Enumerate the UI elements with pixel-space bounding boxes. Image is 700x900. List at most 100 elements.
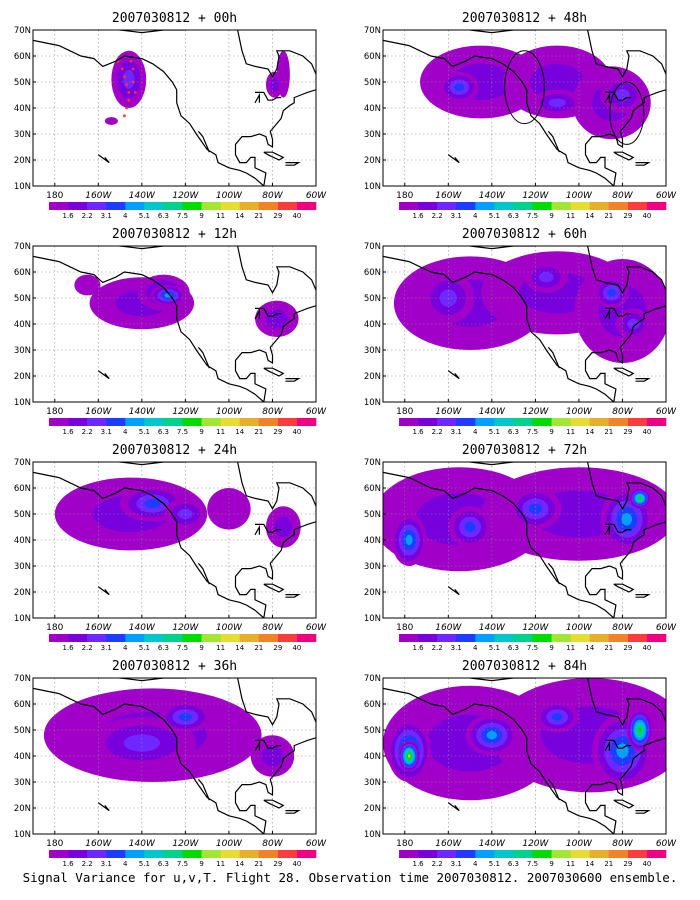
colorbar-label: 2.2 bbox=[432, 644, 443, 652]
map-panel: 2007030812 + 84h 10N 20N 30N 40N 50N 60N 70N 180… bbox=[364, 659, 677, 868]
colorbar-label: 3.1 bbox=[101, 428, 112, 436]
coastline bbox=[584, 89, 666, 186]
y-tick-label: 50N bbox=[14, 294, 31, 304]
colorbar-swatch bbox=[239, 418, 260, 426]
colorbar-swatch bbox=[475, 850, 495, 858]
colorbar-swatch bbox=[399, 418, 419, 426]
colorbar: 1.6 2.2 3.1 4 5.1 6.3 7.5 9 11 14 21 29 40 bbox=[399, 418, 667, 436]
colorbar-label: 2.2 bbox=[82, 428, 93, 436]
colorbar-label: 6.3 bbox=[158, 428, 169, 436]
coastline bbox=[285, 594, 301, 598]
flight-track-point bbox=[125, 83, 129, 86]
x-tick-label: 160W bbox=[435, 191, 462, 201]
y-tick-label: 60N bbox=[14, 484, 31, 494]
variance-contour bbox=[607, 288, 616, 297]
y-tick-label: 70N bbox=[364, 26, 381, 36]
x-tick-label: 100W bbox=[216, 191, 243, 201]
colorbar-swatch bbox=[589, 850, 610, 858]
y-tick-label: 60N bbox=[364, 268, 381, 278]
colorbar-label: 14 bbox=[235, 212, 244, 220]
colorbar-swatch bbox=[627, 850, 648, 858]
coastline bbox=[285, 378, 301, 382]
colorbar-swatch bbox=[220, 634, 241, 642]
y-tick-label: 10N bbox=[364, 398, 381, 408]
variance-field bbox=[43, 688, 295, 782]
variance-contour bbox=[104, 117, 118, 125]
x-tick-label: 60W bbox=[656, 839, 677, 849]
variance-contour bbox=[265, 309, 288, 328]
colorbar-swatch bbox=[456, 418, 476, 426]
x-tick-label: 80W bbox=[612, 191, 633, 201]
coastline bbox=[33, 471, 265, 618]
colorbar-swatch bbox=[201, 850, 221, 858]
x-tick-label: 120W bbox=[172, 407, 199, 417]
colorbar-label: 9 bbox=[549, 428, 553, 436]
colorbar-swatch bbox=[570, 202, 591, 210]
flight-track-point bbox=[129, 59, 133, 63]
colorbar-swatch bbox=[296, 634, 317, 642]
coastlines bbox=[33, 462, 316, 618]
colorbar-label: 21 bbox=[254, 644, 263, 652]
colorbar-swatch bbox=[627, 202, 648, 210]
coastline bbox=[285, 810, 301, 814]
colorbar-swatch bbox=[220, 418, 241, 426]
y-tick-label: 40N bbox=[14, 104, 31, 114]
target-circle bbox=[504, 50, 545, 125]
gridlines bbox=[383, 462, 666, 618]
colorbar-swatch bbox=[589, 634, 610, 642]
coastline bbox=[237, 462, 316, 511]
map-panel: 2007030812 + 24h 10N 20N 30N 40N 50N 60N 70N 180… bbox=[14, 443, 327, 652]
colorbar-label: 40 bbox=[642, 644, 651, 652]
colorbar-swatch bbox=[163, 634, 183, 642]
y-tick-label: 60N bbox=[14, 52, 31, 62]
colorbar-label: 29 bbox=[273, 644, 282, 652]
colorbar-swatch bbox=[532, 850, 552, 858]
y-tick-label: 30N bbox=[364, 562, 381, 572]
panel-title: 2007030812 + 60h bbox=[462, 227, 587, 242]
colorbar-label: 4 bbox=[473, 212, 478, 220]
variance-contour bbox=[529, 63, 585, 101]
coastline bbox=[254, 308, 260, 320]
coastline bbox=[547, 347, 560, 369]
map-panel: 2007030812 + 72h 10N 20N 30N 40N 50N 60N 70N 180… bbox=[364, 443, 677, 652]
variance-contour bbox=[551, 713, 563, 721]
x-tick-label: 160W bbox=[85, 191, 112, 201]
colorbar-swatch bbox=[163, 418, 183, 426]
colorbar-label: 3.1 bbox=[451, 428, 462, 436]
x-tick-label: 140W bbox=[129, 191, 156, 201]
coastline bbox=[234, 737, 316, 834]
colorbar-swatch bbox=[437, 418, 457, 426]
coastline bbox=[587, 462, 666, 511]
colorbar-label: 7.5 bbox=[177, 212, 188, 220]
variance-contour bbox=[207, 488, 251, 530]
x-tick-label: 60W bbox=[306, 191, 327, 201]
variance-contour bbox=[270, 78, 279, 92]
coastline bbox=[237, 246, 316, 295]
colorbar-label: 2.2 bbox=[82, 644, 93, 652]
y-tick-label: 60N bbox=[364, 700, 381, 710]
y-tick-label: 70N bbox=[14, 242, 31, 252]
colorbar-label: 7.5 bbox=[527, 212, 538, 220]
variance-field bbox=[393, 251, 666, 363]
colorbar-label: 9 bbox=[549, 860, 553, 868]
variance-contour bbox=[454, 83, 465, 92]
x-tick-label: 60W bbox=[306, 623, 327, 633]
coastline bbox=[383, 471, 615, 618]
colorbar-label: 21 bbox=[604, 428, 613, 436]
y-tick-label: 30N bbox=[364, 778, 381, 788]
coastline bbox=[587, 246, 666, 295]
colorbar-label: 11 bbox=[216, 644, 225, 652]
colorbar: 1.6 2.2 3.1 4 5.1 6.3 7.5 9 11 14 21 29 40 bbox=[49, 850, 317, 868]
variance-field bbox=[54, 477, 301, 551]
colorbar-swatch bbox=[589, 418, 610, 426]
x-tick-label: 120W bbox=[522, 191, 549, 201]
colorbar-swatch bbox=[494, 418, 514, 426]
coastline bbox=[604, 740, 610, 752]
colorbar-swatch bbox=[277, 418, 298, 426]
colorbar-swatch bbox=[296, 418, 317, 426]
coastline bbox=[383, 255, 615, 402]
coastline bbox=[635, 594, 651, 598]
colorbar-swatch bbox=[258, 418, 279, 426]
colorbar-label: 5.1 bbox=[489, 212, 500, 220]
y-tick-label: 20N bbox=[14, 588, 31, 598]
